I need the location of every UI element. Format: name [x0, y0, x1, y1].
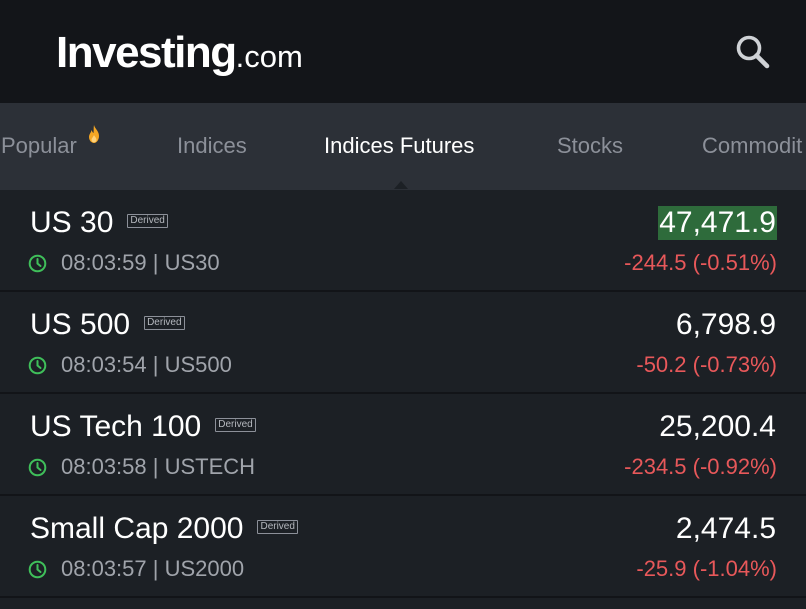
derived-badge: Derived [257, 520, 298, 535]
clock-icon [28, 254, 47, 273]
list-item[interactable]: US Tech 100 Derived 08:03:58 | USTECH 25,… [0, 394, 806, 496]
price-change: -50.2 (-0.73%) [636, 352, 777, 377]
update-time-row: 08:03:54 | US500 [28, 352, 232, 378]
price-change: -25.9 (-1.04%) [636, 556, 777, 581]
clock-icon [28, 458, 47, 477]
tab-popular[interactable]: Popular [1, 133, 77, 158]
header: Investing.com [0, 0, 806, 103]
clock-icon [28, 560, 47, 579]
search-button[interactable] [734, 33, 774, 73]
tab-indices-futures[interactable]: Indices Futures [324, 133, 475, 158]
update-time: 08:03:59 | US30 [61, 250, 220, 275]
instrument-name-row: US 500 Derived [30, 308, 185, 342]
search-icon [736, 35, 770, 69]
last-price: 25,200.4 [659, 410, 776, 443]
tab-bar: Popular Indices Indices Futures Stocks C… [0, 103, 806, 190]
logo[interactable]: Investing.com [56, 28, 303, 78]
tab-stocks[interactable]: Stocks [557, 133, 624, 158]
update-time-row: 08:03:59 | US30 [28, 250, 220, 276]
instrument-name: US Tech 100 [30, 410, 202, 443]
fire-icon [89, 125, 99, 143]
update-time-row: 08:03:58 | USTECH [28, 454, 255, 480]
list-item[interactable]: US 30 Derived 08:03:59 | US30 47,471.9 -2… [0, 190, 806, 292]
active-tab-indicator [394, 181, 408, 189]
price-change: -234.5 (-0.92%) [624, 454, 777, 479]
price-change: -244.5 (-0.51%) [624, 250, 777, 275]
last-price: 6,798.9 [675, 308, 776, 341]
update-time: 08:03:58 | USTECH [61, 454, 256, 479]
tab-indices[interactable]: Indices [177, 133, 247, 158]
last-price: 2,474.5 [675, 512, 776, 545]
instrument-name: US 30 [30, 206, 114, 239]
list-item[interactable]: Small Cap 2000 Derived 08:03:57 | US2000 … [0, 496, 806, 598]
logo-tld: .com [235, 39, 303, 74]
instrument-list: US 30 Derived 08:03:59 | US30 47,471.9 -2… [0, 190, 806, 598]
list-item[interactable]: US 500 Derived 08:03:54 | US500 6,798.9 -… [0, 292, 806, 394]
derived-badge: Derived [127, 214, 168, 229]
instrument-name-row: Small Cap 2000 Derived [30, 512, 298, 546]
derived-badge: Derived [215, 418, 256, 433]
update-time-row: 08:03:57 | US2000 [28, 556, 244, 582]
tab-commodities[interactable]: Commodit [702, 133, 803, 158]
instrument-name-row: US 30 Derived [30, 206, 168, 240]
derived-badge: Derived [144, 316, 185, 331]
last-price: 47,471.9 [658, 206, 777, 240]
update-time: 08:03:54 | US500 [61, 352, 232, 377]
instrument-name-row: US Tech 100 Derived [30, 410, 256, 444]
logo-brand: Investing [56, 28, 237, 77]
instrument-name: Small Cap 2000 [30, 512, 244, 545]
instrument-name: US 500 [30, 308, 131, 341]
update-time: 08:03:57 | US2000 [61, 556, 245, 581]
clock-icon [28, 356, 47, 375]
